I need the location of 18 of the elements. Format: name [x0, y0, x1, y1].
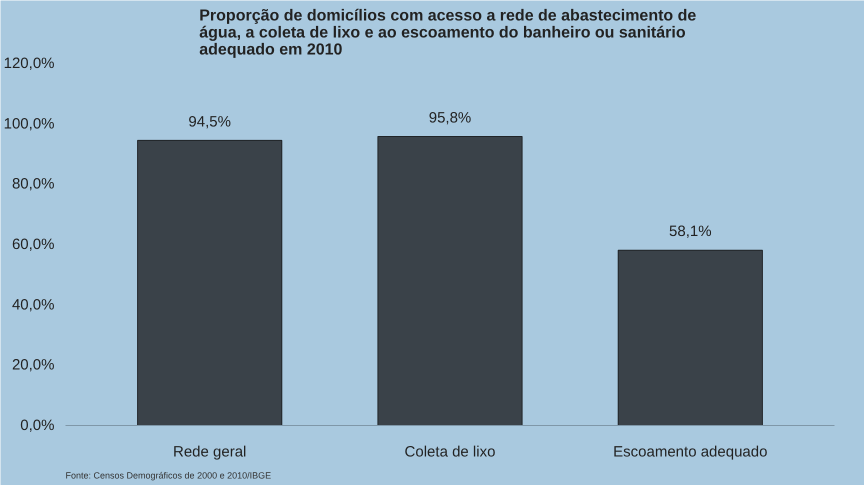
y-tick-label: 100,0% — [4, 115, 54, 132]
y-tick-label: 40,0% — [12, 296, 55, 314]
x-tick-label: Coleta de lixo — [404, 444, 496, 460]
x-tick-label: Rede geral — [172, 444, 246, 460]
data-label: 58,1% — [669, 223, 712, 240]
x-tick-label: Escoamento adequado — [613, 444, 768, 460]
source-note: Fonte: Censos Demográficos de 2000 e 2010/IBGE — [66, 470, 272, 480]
chart-title: Proporção de domicílios com acesso a rede de abastecimento de água, a coleta de lixo e ao escoamento do banheiro ou sanitário adequado em 2010 — [199, 8, 696, 58]
bar — [618, 250, 763, 426]
y-tick-label: 20,0% — [12, 356, 55, 374]
y-tick-label: 0,0% — [20, 417, 55, 434]
y-tick-label: 80,0% — [12, 176, 55, 193]
data-label: 95,8% — [428, 110, 472, 127]
bar — [377, 136, 523, 426]
y-tick-label: 120,0% — [4, 55, 54, 72]
y-tick-label: 60,0% — [12, 236, 55, 253]
bar — [137, 140, 282, 426]
data-label: 94,5% — [188, 113, 231, 130]
